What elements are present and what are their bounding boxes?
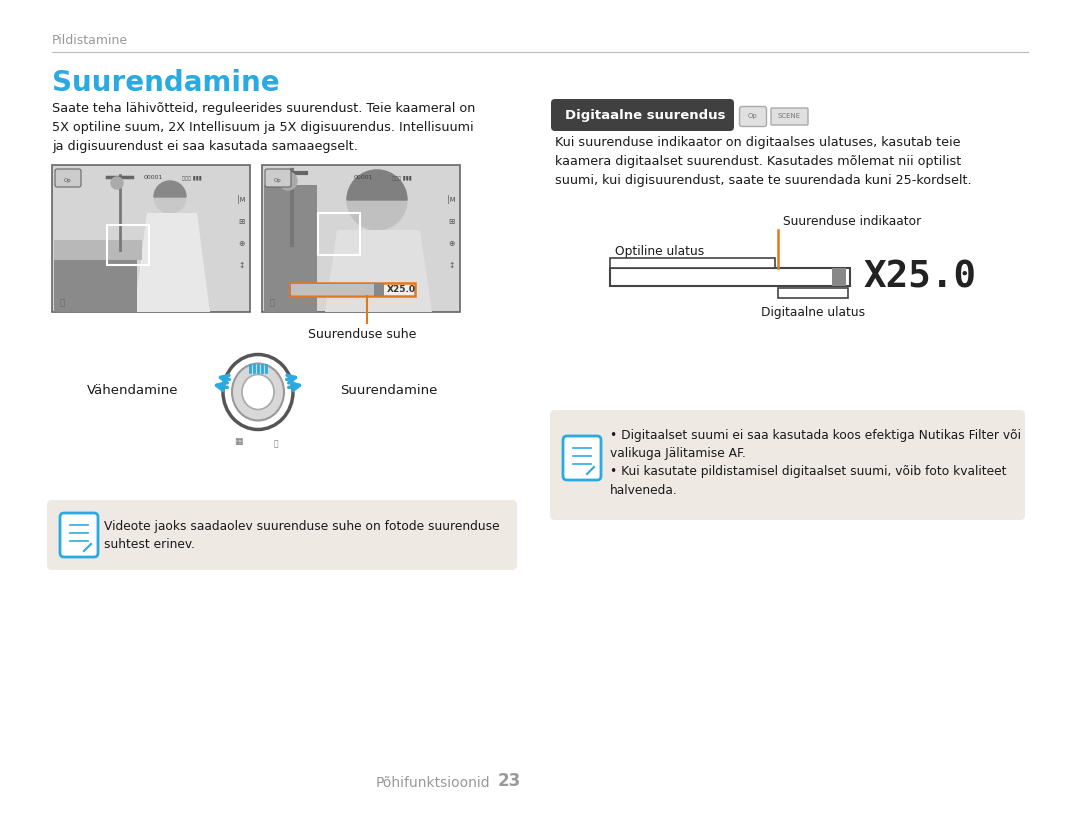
Text: 🔍: 🔍 xyxy=(273,439,279,448)
Circle shape xyxy=(279,172,297,190)
Text: ⊕: ⊕ xyxy=(239,240,245,249)
Polygon shape xyxy=(54,255,137,312)
FancyBboxPatch shape xyxy=(48,500,517,570)
Text: Kui suurenduse indikaator on digitaalses ulatuses, kasutab teie
kaamera digitaal: Kui suurenduse indikaator on digitaalses… xyxy=(555,136,972,187)
Text: Vähendamine: Vähendamine xyxy=(86,384,178,397)
Text: Optiline ulatus: Optiline ulatus xyxy=(615,245,704,258)
Polygon shape xyxy=(134,213,210,312)
Bar xyxy=(610,258,775,268)
Text: 🎥: 🎥 xyxy=(270,298,275,307)
Bar xyxy=(832,268,846,286)
Text: 00001: 00001 xyxy=(354,175,374,180)
Text: Suurendamine: Suurendamine xyxy=(52,69,280,97)
Text: 23: 23 xyxy=(498,772,522,790)
Polygon shape xyxy=(325,230,432,312)
Text: Suurenduse indikaator: Suurenduse indikaator xyxy=(783,215,921,228)
Text: Videote jaoks saadaolev suurenduse suhe on fotode suurenduse
suhtest erinev.: Videote jaoks saadaolev suurenduse suhe … xyxy=(104,520,500,552)
Text: 🎥: 🎥 xyxy=(60,298,65,307)
Text: ▯▯▯ ▮▮▮: ▯▯▯ ▮▮▮ xyxy=(392,175,411,180)
Bar xyxy=(318,213,360,255)
Circle shape xyxy=(347,170,407,230)
Wedge shape xyxy=(154,181,186,197)
Text: ▯▯▯ ▮▮▮: ▯▯▯ ▮▮▮ xyxy=(183,175,202,180)
FancyBboxPatch shape xyxy=(551,99,734,131)
Bar xyxy=(262,165,460,312)
FancyBboxPatch shape xyxy=(60,513,98,557)
Text: ⊕: ⊕ xyxy=(448,240,455,249)
Text: 00001: 00001 xyxy=(144,175,163,180)
Bar xyxy=(778,288,848,298)
Text: Pildistamine: Pildistamine xyxy=(52,34,129,47)
Text: Digitaalne suurendus: Digitaalne suurendus xyxy=(565,109,726,122)
Polygon shape xyxy=(264,185,318,312)
Ellipse shape xyxy=(232,363,284,421)
Text: • Digitaalset suumi ei saa kasutada koos efektiga Nutikas Filter või
valikuga Jä: • Digitaalset suumi ei saa kasutada koos… xyxy=(610,429,1021,460)
Text: |м: |м xyxy=(446,196,455,205)
Text: Suurenduse suhe: Suurenduse suhe xyxy=(308,328,416,341)
Text: Op: Op xyxy=(64,178,72,183)
Circle shape xyxy=(111,177,123,189)
Text: Põhifunktsioonid: Põhifunktsioonid xyxy=(376,776,490,790)
Text: |м: |м xyxy=(237,196,245,205)
Text: Op: Op xyxy=(748,113,758,119)
FancyBboxPatch shape xyxy=(265,169,291,187)
Text: ⊞: ⊞ xyxy=(239,218,245,227)
Text: ▦: ▦ xyxy=(233,437,242,446)
Text: Digitaalne ulatus: Digitaalne ulatus xyxy=(761,306,865,319)
Bar xyxy=(374,283,384,296)
Circle shape xyxy=(154,181,186,213)
Text: Suurendamine: Suurendamine xyxy=(340,384,437,397)
Text: • Kui kasutate pildistamisel digitaalset suumi, võib foto kvaliteet
halveneda.: • Kui kasutate pildistamisel digitaalset… xyxy=(610,465,1007,496)
Text: X25.0: X25.0 xyxy=(864,260,977,296)
FancyBboxPatch shape xyxy=(771,108,808,125)
FancyBboxPatch shape xyxy=(740,107,767,126)
Ellipse shape xyxy=(242,375,274,409)
Bar xyxy=(107,225,149,265)
Wedge shape xyxy=(347,170,407,200)
Text: Op: Op xyxy=(274,178,282,183)
Bar xyxy=(52,165,249,312)
Text: ↕: ↕ xyxy=(239,262,245,271)
FancyBboxPatch shape xyxy=(550,410,1025,520)
FancyBboxPatch shape xyxy=(55,169,81,187)
Text: ⊞: ⊞ xyxy=(448,218,455,227)
Text: SCENE: SCENE xyxy=(778,113,800,119)
Bar xyxy=(610,268,850,286)
Text: ↕: ↕ xyxy=(448,262,455,271)
Text: Saate teha lähivõtteid, reguleerides suurendust. Teie kaameral on
5X optiline su: Saate teha lähivõtteid, reguleerides suu… xyxy=(52,102,475,153)
Bar xyxy=(291,284,376,295)
Text: X25.0: X25.0 xyxy=(387,284,416,293)
FancyBboxPatch shape xyxy=(563,436,600,480)
Polygon shape xyxy=(54,240,141,260)
Bar xyxy=(291,283,415,296)
